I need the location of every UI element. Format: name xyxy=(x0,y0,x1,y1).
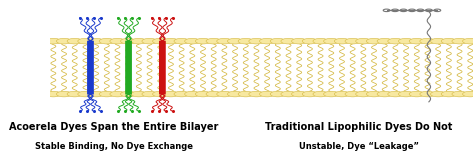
Circle shape xyxy=(463,91,474,97)
Circle shape xyxy=(78,38,93,44)
Circle shape xyxy=(110,38,125,44)
Circle shape xyxy=(388,91,403,97)
Circle shape xyxy=(260,38,275,44)
Text: Stable Binding, No Dye Exchange: Stable Binding, No Dye Exchange xyxy=(35,142,193,152)
Circle shape xyxy=(356,38,371,44)
Circle shape xyxy=(463,38,474,44)
Circle shape xyxy=(153,38,168,44)
Circle shape xyxy=(35,91,50,97)
Circle shape xyxy=(56,38,72,44)
Circle shape xyxy=(174,91,189,97)
Circle shape xyxy=(46,38,61,44)
Circle shape xyxy=(399,91,414,97)
Circle shape xyxy=(334,38,350,44)
Circle shape xyxy=(452,38,467,44)
Circle shape xyxy=(313,91,328,97)
Circle shape xyxy=(67,91,82,97)
Circle shape xyxy=(238,91,254,97)
Circle shape xyxy=(420,38,435,44)
Circle shape xyxy=(366,38,382,44)
Circle shape xyxy=(324,91,339,97)
Circle shape xyxy=(430,91,446,97)
Circle shape xyxy=(281,91,296,97)
Circle shape xyxy=(270,38,285,44)
Circle shape xyxy=(67,38,82,44)
Circle shape xyxy=(409,91,424,97)
Circle shape xyxy=(302,38,318,44)
Circle shape xyxy=(452,91,467,97)
Circle shape xyxy=(345,91,360,97)
Circle shape xyxy=(377,91,392,97)
Circle shape xyxy=(292,91,307,97)
Circle shape xyxy=(206,91,221,97)
Text: Traditional Lipophilic Dyes Do Not: Traditional Lipophilic Dyes Do Not xyxy=(265,122,453,132)
Circle shape xyxy=(217,38,232,44)
Circle shape xyxy=(228,38,243,44)
Circle shape xyxy=(409,38,424,44)
Circle shape xyxy=(89,91,104,97)
Circle shape xyxy=(131,91,146,97)
Circle shape xyxy=(270,91,285,97)
Circle shape xyxy=(441,38,456,44)
Circle shape xyxy=(195,38,210,44)
Circle shape xyxy=(430,38,446,44)
Circle shape xyxy=(302,91,318,97)
Circle shape xyxy=(78,91,93,97)
Circle shape xyxy=(356,91,371,97)
Circle shape xyxy=(99,91,114,97)
Circle shape xyxy=(131,38,146,44)
Circle shape xyxy=(89,38,104,44)
Circle shape xyxy=(142,91,157,97)
Circle shape xyxy=(142,38,157,44)
Circle shape xyxy=(292,38,307,44)
FancyBboxPatch shape xyxy=(87,41,94,95)
Circle shape xyxy=(441,91,456,97)
FancyBboxPatch shape xyxy=(125,41,132,95)
FancyBboxPatch shape xyxy=(159,41,166,95)
Circle shape xyxy=(345,38,360,44)
Circle shape xyxy=(35,38,50,44)
Circle shape xyxy=(249,91,264,97)
Circle shape xyxy=(324,38,339,44)
Circle shape xyxy=(99,38,114,44)
Circle shape xyxy=(153,91,168,97)
Text: Unstable, Dye “Leakage”: Unstable, Dye “Leakage” xyxy=(299,142,419,152)
Circle shape xyxy=(110,91,125,97)
Circle shape xyxy=(164,91,179,97)
Circle shape xyxy=(249,38,264,44)
Circle shape xyxy=(420,91,435,97)
Circle shape xyxy=(313,38,328,44)
Circle shape xyxy=(228,91,243,97)
Circle shape xyxy=(377,38,392,44)
Circle shape xyxy=(366,91,382,97)
Text: Acoerela Dyes Span the Entire Bilayer: Acoerela Dyes Span the Entire Bilayer xyxy=(9,122,219,132)
Circle shape xyxy=(174,38,189,44)
Circle shape xyxy=(185,38,200,44)
Circle shape xyxy=(195,91,210,97)
Circle shape xyxy=(164,38,179,44)
Circle shape xyxy=(120,91,136,97)
Circle shape xyxy=(281,38,296,44)
Circle shape xyxy=(260,91,275,97)
Circle shape xyxy=(46,91,61,97)
Circle shape xyxy=(217,91,232,97)
Circle shape xyxy=(388,38,403,44)
Circle shape xyxy=(185,91,200,97)
Circle shape xyxy=(120,38,136,44)
Circle shape xyxy=(399,38,414,44)
Circle shape xyxy=(334,91,350,97)
Circle shape xyxy=(238,38,254,44)
Circle shape xyxy=(56,91,72,97)
Circle shape xyxy=(206,38,221,44)
